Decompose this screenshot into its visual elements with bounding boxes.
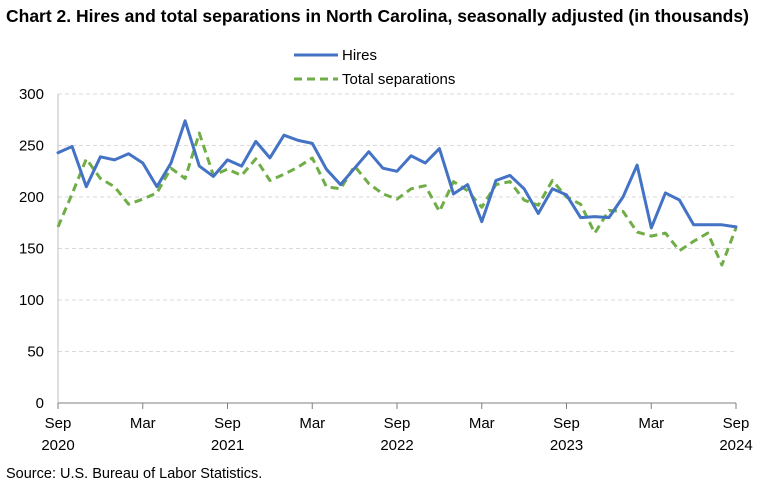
y-tick-label: 100 bbox=[19, 292, 44, 309]
x-tick-label: Sep bbox=[214, 415, 241, 432]
y-tick-label: 200 bbox=[19, 189, 44, 206]
x-tick-label: Mar bbox=[638, 415, 664, 432]
legend-label: Hires bbox=[342, 47, 377, 64]
x-tick-year-label: 2024 bbox=[719, 437, 752, 454]
series-lines bbox=[56, 119, 738, 267]
x-tick-label: Sep bbox=[45, 415, 72, 432]
x-tick-label: Sep bbox=[723, 415, 750, 432]
source-note: Source: U.S. Bureau of Labor Statistics. bbox=[6, 466, 263, 482]
gridlines bbox=[58, 93, 736, 352]
y-tick-label: 250 bbox=[19, 138, 44, 155]
y-tick-label: 300 bbox=[19, 86, 44, 103]
x-tick-label: Mar bbox=[469, 415, 495, 432]
series-line-hires bbox=[56, 119, 738, 230]
x-tick-year-label: 2021 bbox=[211, 437, 244, 454]
x-tick-year-label: 2022 bbox=[380, 437, 413, 454]
y-tick-label: 50 bbox=[27, 344, 44, 361]
x-tick-label: Sep bbox=[384, 415, 411, 432]
y-tick-label: 150 bbox=[19, 241, 44, 258]
axes: 0 50 100 150 200 250 300 Sep 2020 Mar Sep 2021 Mar Se… bbox=[19, 86, 753, 454]
chart-title: Chart 2. Hires and total separations in … bbox=[6, 6, 749, 26]
x-tick-label: Sep bbox=[553, 415, 580, 432]
y-tick-label: 0 bbox=[36, 395, 44, 412]
series-line-total-separations bbox=[56, 131, 738, 267]
x-tick-label: Mar bbox=[130, 415, 156, 432]
legend: Hires Total separations bbox=[294, 47, 455, 88]
x-tick-label: Mar bbox=[299, 415, 325, 432]
x-tick-year-label: 2020 bbox=[41, 437, 74, 454]
legend-label: Total separations bbox=[342, 71, 455, 88]
x-tick-year-label: 2023 bbox=[550, 437, 583, 454]
